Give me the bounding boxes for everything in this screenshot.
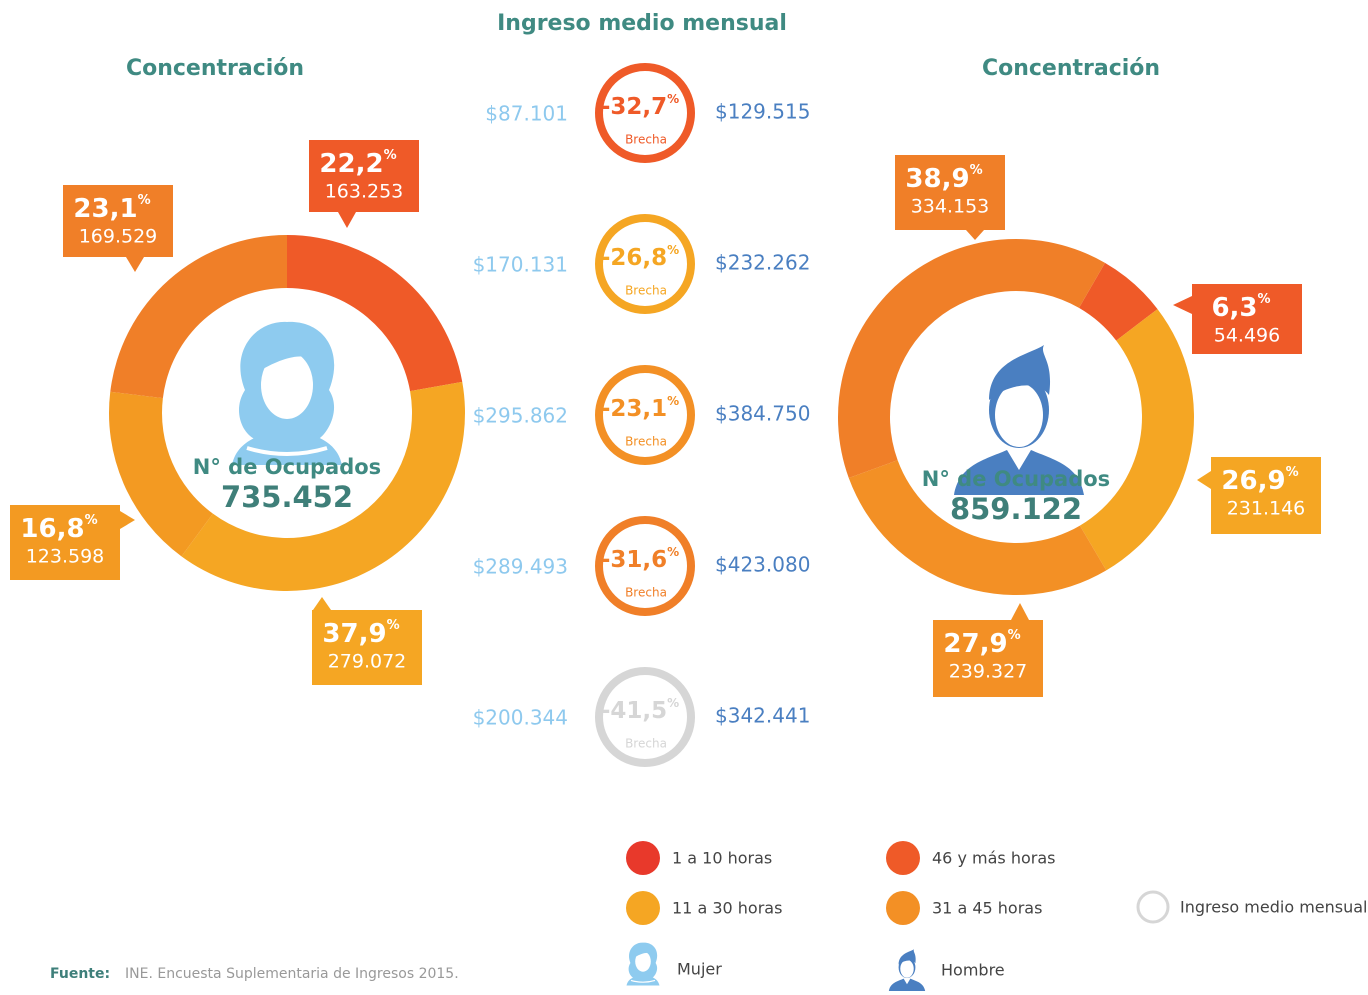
gap-unit: % [667,92,679,106]
value-label-unit: % [387,618,400,633]
count-label: 169.529 [79,226,158,248]
legend-icon [627,943,660,986]
count-label: 163.253 [325,181,404,203]
callout-pointer [966,230,984,240]
callout-pointer [1011,603,1029,620]
value-label-number: 16,8 [20,514,84,544]
callout-pointer [1173,296,1192,314]
callout-pointer [120,511,135,529]
count-label: 123.598 [26,546,105,568]
gap-caption: Brecha [625,737,667,751]
legend-label: Mujer [677,960,722,979]
value-label-number: 38,9 [905,164,969,194]
legend-label: Hombre [941,961,1005,980]
donut-segment [1080,309,1194,570]
legend-swatch [886,841,920,875]
men-income: $232.262 [715,251,810,275]
gap-number: -41,5 [601,698,667,724]
center-label: N° de Ocupados [193,455,381,479]
legend-swatch [626,841,660,875]
donut-segment [838,239,1105,478]
page: {"chart_data":[ {"type":"donut","title":… [0,0,1368,991]
income-title: Ingreso medio mensual [497,11,787,36]
legend-swatch [626,891,660,925]
person-icon [232,322,342,465]
women-income: $200.344 [473,706,568,730]
value-label-unit: % [1286,465,1299,480]
women-income: $289.493 [473,555,568,579]
center-value: 859.122 [950,492,1082,526]
source-label: Fuente: [50,966,110,982]
callout-pointer [126,257,144,272]
legend-swatch [886,891,920,925]
count-label: 239.327 [949,661,1028,683]
count-label: 54.496 [1214,325,1280,347]
value-label-number: 23,1 [73,194,137,224]
value-label-unit: % [384,148,397,163]
value-label-number: 26,9 [1221,466,1285,496]
gap-unit: % [667,545,679,559]
chart-title: Concentración [982,56,1160,81]
legend-label: 11 a 30 horas [672,899,782,918]
callout-pointer [1197,471,1211,489]
men-income: $342.441 [715,704,810,728]
count-label: 334.153 [911,196,990,218]
infographic: Ingreso medio mensual Fuente: INE. Encue… [0,0,1368,991]
gap-unit: % [667,394,679,408]
gap-number: -31,6 [601,547,667,573]
legend-label: Ingreso medio mensual [1180,898,1368,917]
value-label-unit: % [1008,628,1021,643]
men-income: $423.080 [715,553,810,577]
center-label: N° de Ocupados [922,467,1110,491]
women-income: $87.101 [485,102,568,126]
gap-number: -26,8 [601,245,667,271]
women-income: $295.862 [473,404,568,428]
chart-title: Concentración [126,56,304,81]
gap-number: -32,7 [601,94,667,120]
gap-caption: Brecha [625,435,667,449]
count-label: 279.072 [328,651,407,673]
value-label-number: 37,9 [322,619,386,649]
legend-icon [889,949,925,991]
value-label-unit: % [970,163,983,178]
value-label-number: 6,3 [1211,293,1257,323]
legend-label: 46 y más horas [932,849,1055,868]
legend-swatch [1138,892,1168,922]
gap-caption: Brecha [625,284,667,298]
gap-unit: % [667,696,679,710]
men-income: $129.515 [715,100,810,124]
source-text: INE. Encuesta Suplementaria de Ingresos … [125,966,459,982]
value-label-number: 27,9 [943,629,1007,659]
men-income: $384.750 [715,402,810,426]
gap-caption: Brecha [625,586,667,600]
callout-pointer [338,212,356,228]
value-label-unit: % [85,513,98,528]
value-label-unit: % [1258,292,1271,307]
count-label: 231.146 [1227,498,1306,520]
value-label-unit: % [138,193,151,208]
legend-label: 31 a 45 horas [932,899,1042,918]
legend-label: 1 a 10 horas [672,849,772,868]
gap-unit: % [667,243,679,257]
gap-number: -23,1 [601,396,667,422]
center-value: 735.452 [221,480,353,514]
callout-pointer [313,597,331,610]
value-label-number: 22,2 [319,149,383,179]
women-income: $170.131 [473,253,568,277]
gap-caption: Brecha [625,133,667,147]
